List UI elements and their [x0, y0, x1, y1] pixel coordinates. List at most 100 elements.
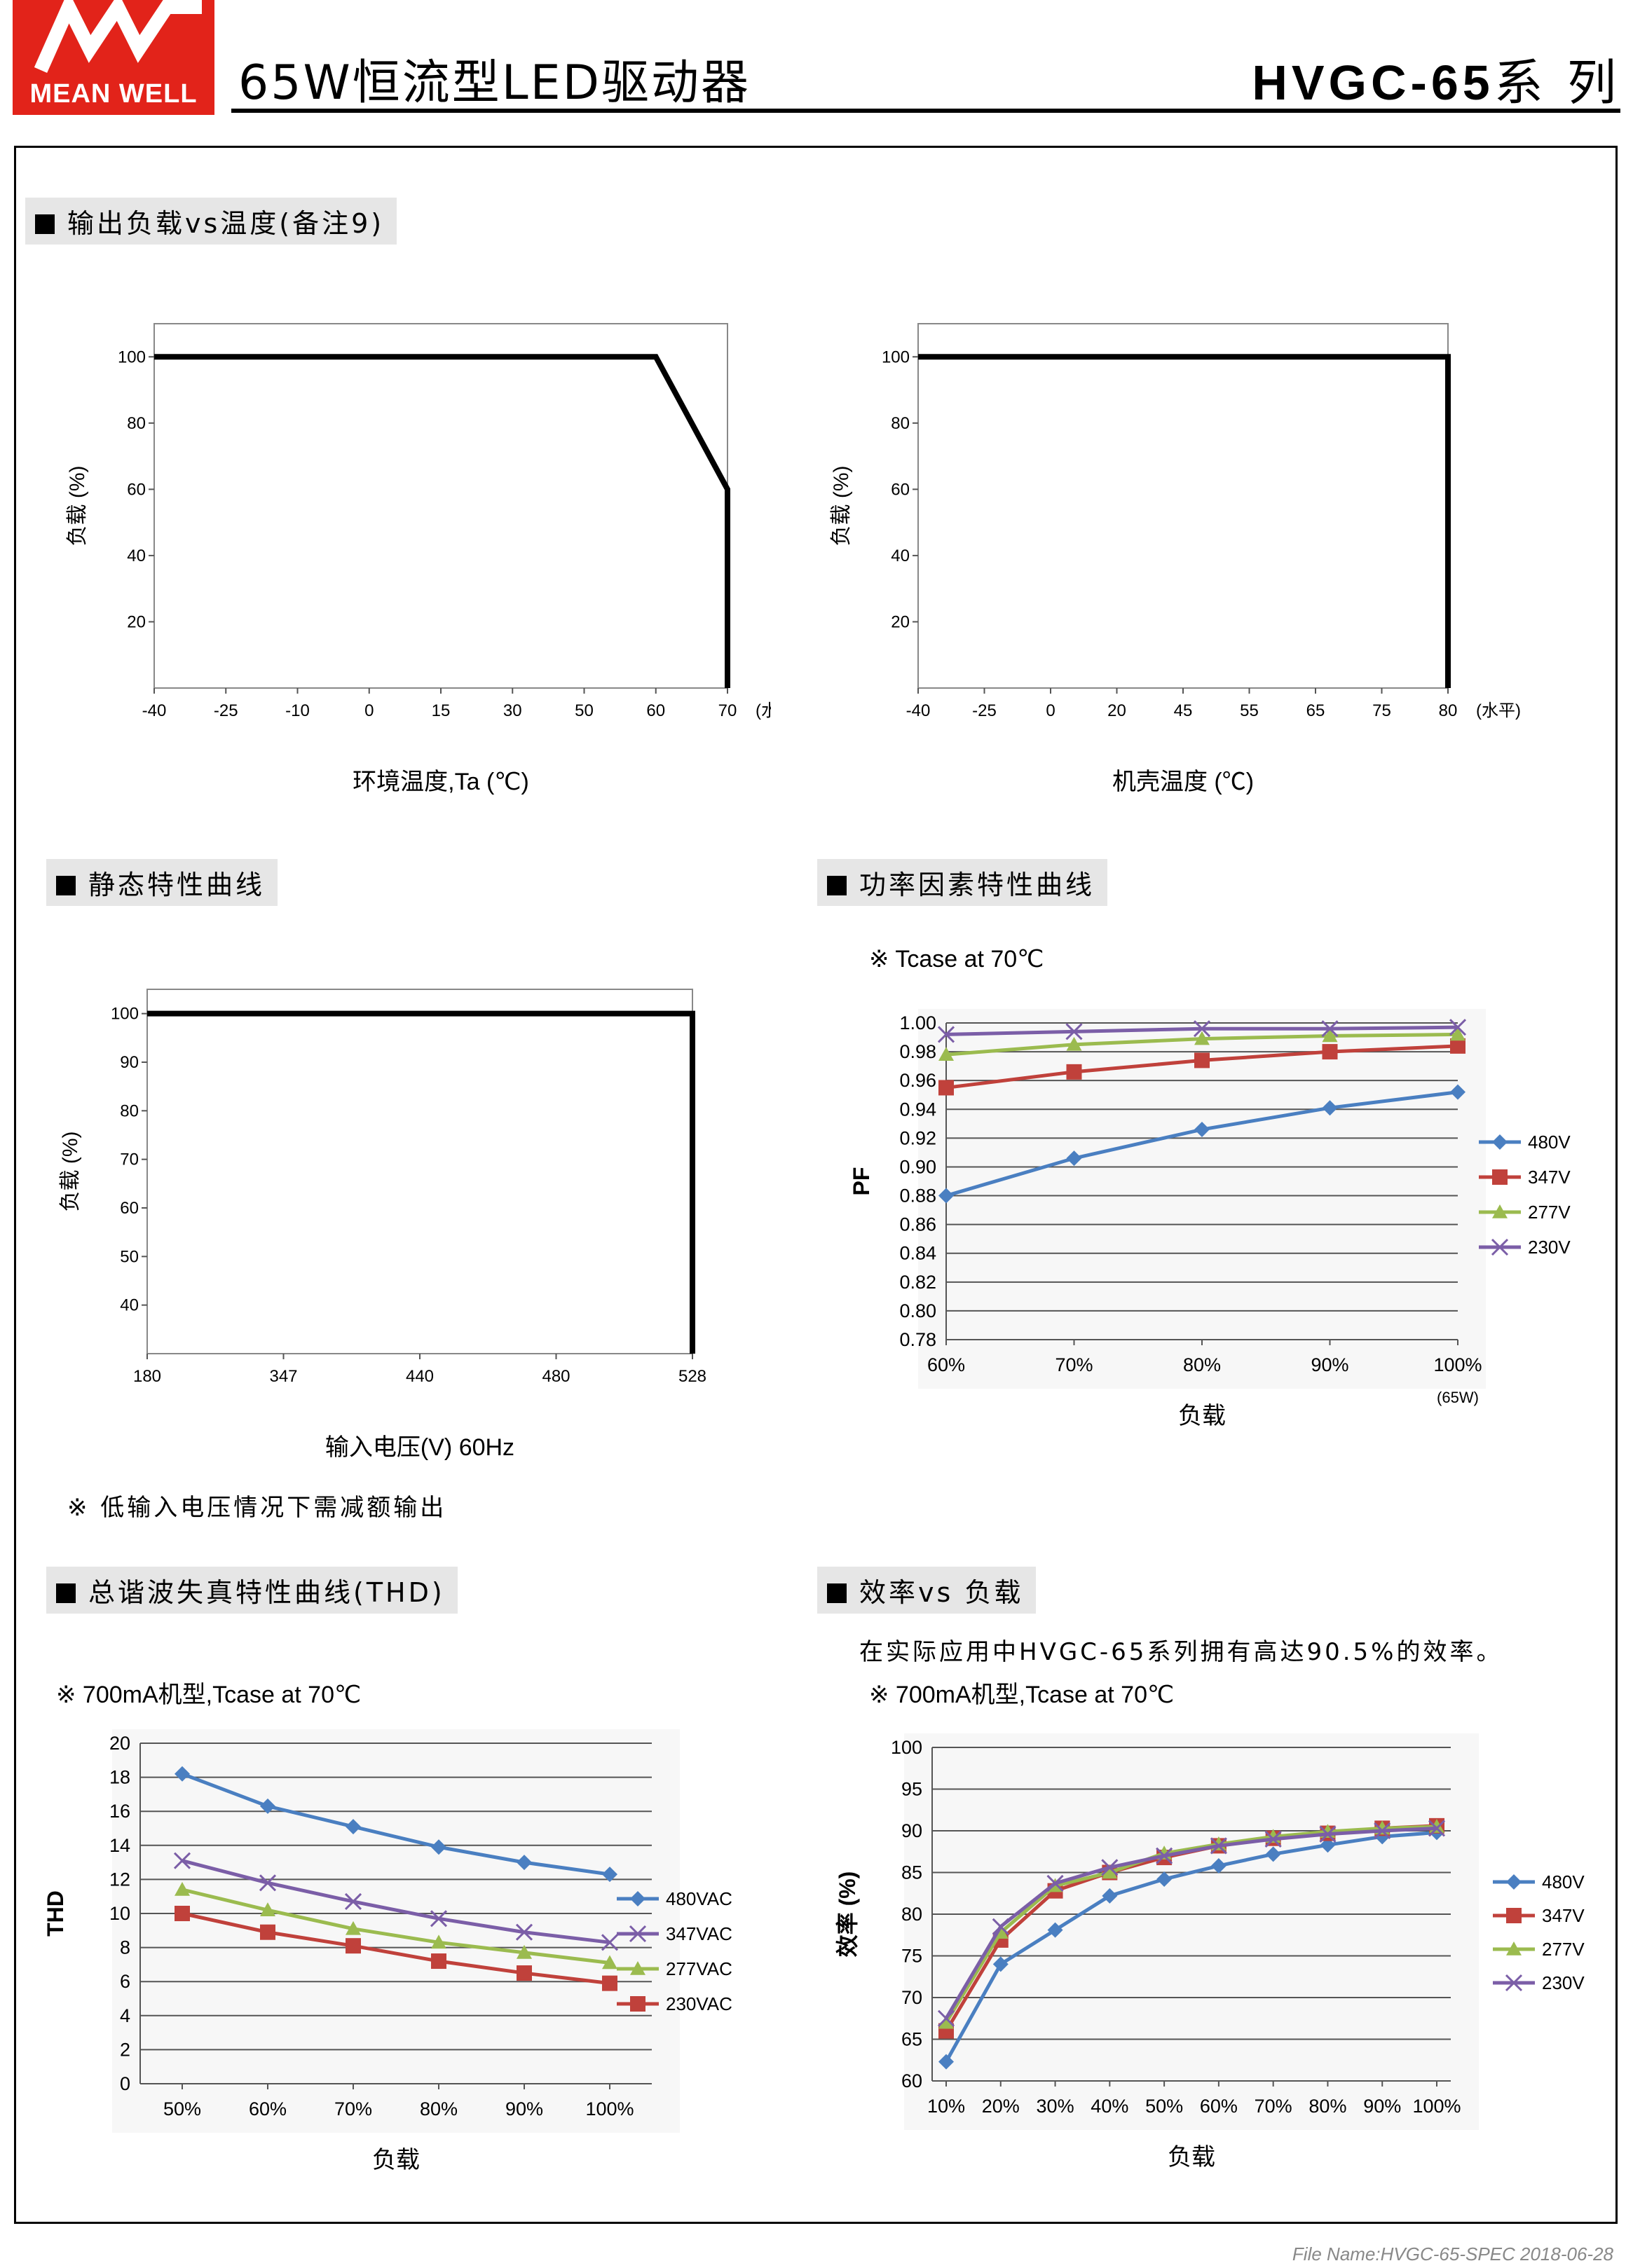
- y-axis-label: 负载 (%): [59, 1132, 82, 1212]
- x-tick-label: 30: [503, 701, 522, 720]
- y-tick-label: 65: [901, 2029, 922, 2050]
- y-tick-label: 1.00: [899, 1012, 936, 1033]
- data-point-277V: [1102, 1864, 1118, 1879]
- legend-label: 347VAC: [666, 1923, 732, 1944]
- data-point-230V: [937, 1026, 955, 1043]
- x-tick-label: 80%: [1183, 1354, 1221, 1375]
- series-line-480V: [944, 1830, 1437, 2063]
- data-point-277V: [938, 1047, 954, 1061]
- y-tick-label: 85: [901, 1862, 922, 1883]
- data-point-347VAC: [173, 1852, 191, 1869]
- x-unit-label: (水平): [1476, 701, 1521, 720]
- x-tick-label: 55: [1240, 701, 1259, 720]
- x-axis-label: 机壳温度 (℃): [1112, 769, 1254, 795]
- data-point-230VAC: [517, 1965, 532, 1981]
- data-point-480V: [1066, 1150, 1082, 1167]
- y-tick-label: 8: [120, 1937, 130, 1958]
- legend-marker: [630, 1891, 645, 1906]
- x-tick-label: 0: [1046, 701, 1055, 720]
- data-point-347V: [1194, 1052, 1210, 1068]
- y-tick-label: 0: [120, 2073, 130, 2094]
- y-tick-label: 0.94: [899, 1099, 936, 1120]
- legend-label: 480VAC: [666, 1888, 732, 1909]
- data-point-347V: [938, 1080, 954, 1096]
- data-point-230VAC: [175, 1906, 190, 1921]
- legend-label: 277V: [1528, 1202, 1571, 1223]
- x-tick-label: 50: [575, 701, 594, 720]
- data-point-347VAC: [430, 1910, 448, 1927]
- x-tick-label: 100%: [1412, 2096, 1461, 2117]
- x-tick-label: -10: [285, 701, 310, 720]
- section-derating: 输出负载vs温度(备注9): [25, 198, 397, 245]
- chart-subtitle: ※ 700mA机型,Tcase at 70℃: [869, 1682, 1174, 1708]
- title-rule: [231, 109, 1620, 113]
- x-tick-label: 90%: [1311, 1354, 1348, 1375]
- load-curve: [147, 1010, 695, 1354]
- data-point-480V: [1320, 1837, 1336, 1853]
- data-point-480VAC: [260, 1798, 275, 1814]
- section-static-label: 静态特性曲线: [88, 870, 266, 900]
- data-point-277V: [1322, 1028, 1338, 1043]
- data-point-230V: [1046, 1874, 1064, 1892]
- y-tick-label: 60: [120, 1199, 139, 1218]
- x-tick-label: 0: [364, 701, 374, 720]
- data-point-277VAC: [602, 1955, 617, 1970]
- data-point-480V: [1322, 1100, 1338, 1116]
- x-axis-label: 负载: [372, 2147, 420, 2173]
- x-tick-label: 80%: [1309, 2096, 1346, 2117]
- y-axis-label: 负载 (%): [66, 466, 89, 547]
- x-tick-label: 90%: [505, 2098, 543, 2119]
- data-point-347VAC: [601, 1934, 619, 1951]
- data-point-277V: [1194, 1031, 1210, 1045]
- x-tick-label: 60%: [1200, 2096, 1238, 2117]
- data-point-277V: [1066, 1036, 1082, 1051]
- data-point-480VAC: [431, 1839, 446, 1855]
- data-point-230VAC: [346, 1938, 361, 1954]
- series-line-230VAC: [182, 1911, 610, 1986]
- data-point-480V: [1450, 1084, 1465, 1100]
- series-title: HVGC-65系 列: [1252, 43, 1620, 114]
- document-title: 65W恒流型LED驱动器: [238, 55, 751, 111]
- x-tick-label: 70: [718, 701, 737, 720]
- x-tick-label: 60%: [927, 1354, 965, 1375]
- data-point-230VAC: [602, 1975, 617, 1991]
- series-suffix: 系 列: [1494, 54, 1620, 111]
- plot-background: [904, 1733, 1479, 2130]
- x-tick-label: 20: [1107, 701, 1126, 720]
- y-tick-label: 60: [127, 480, 146, 499]
- legend-label: 480V: [1528, 1132, 1571, 1153]
- section-thd-label: 总谐波失真特性曲线(THD): [88, 1577, 445, 1608]
- y-tick-label: 0.96: [899, 1070, 936, 1091]
- x-tick-label: 347: [269, 1367, 297, 1386]
- y-tick-label: 80: [891, 414, 910, 433]
- data-point-277VAC: [175, 1881, 190, 1896]
- y-tick-label: 40: [120, 1296, 139, 1315]
- derating-ta-chart: -40 -25 -10 0 15 30 50 60 70 20 40 60 80 100 (水平) 环境温度,…: [66, 323, 771, 795]
- y-tick-label: 50: [120, 1247, 139, 1266]
- footer-filename: File Name:HVGC-65-SPEC 2018-06-28: [1292, 2243, 1613, 2264]
- y-tick-label: 70: [901, 1987, 922, 2008]
- data-point-347VAC: [259, 1874, 277, 1892]
- x-tick-label: 80%: [420, 2098, 458, 2119]
- legend-marker: [1492, 1134, 1508, 1150]
- x-tick-label: 480: [542, 1367, 570, 1386]
- y-tick-label: 16: [109, 1801, 130, 1822]
- static-note: ※ 低输入电压情况下需减额输出: [67, 1494, 447, 1522]
- data-point-480VAC: [517, 1855, 532, 1871]
- y-tick-label: 0.78: [899, 1329, 936, 1350]
- x-tick-label: 100%: [585, 2098, 634, 2119]
- legend-marker: [1492, 1169, 1508, 1185]
- x-tick-label: 70%: [334, 2098, 372, 2119]
- legend-marker: [1492, 1204, 1508, 1218]
- bullet-square: [827, 876, 847, 895]
- bullet-square: [827, 1583, 847, 1603]
- y-tick-label: 100: [882, 348, 910, 366]
- brand-logo: MEAN WELL: [13, 0, 214, 115]
- plot-background: [112, 1729, 680, 2133]
- mw-logo-mark: [34, 0, 202, 74]
- x-tick-label: 20%: [982, 2096, 1020, 2117]
- series-line-277V: [944, 1824, 1437, 2023]
- data-point-230V: [1065, 1023, 1083, 1040]
- x-tick-label: 75: [1372, 701, 1391, 720]
- x-tick-label: 100%: [1433, 1354, 1482, 1375]
